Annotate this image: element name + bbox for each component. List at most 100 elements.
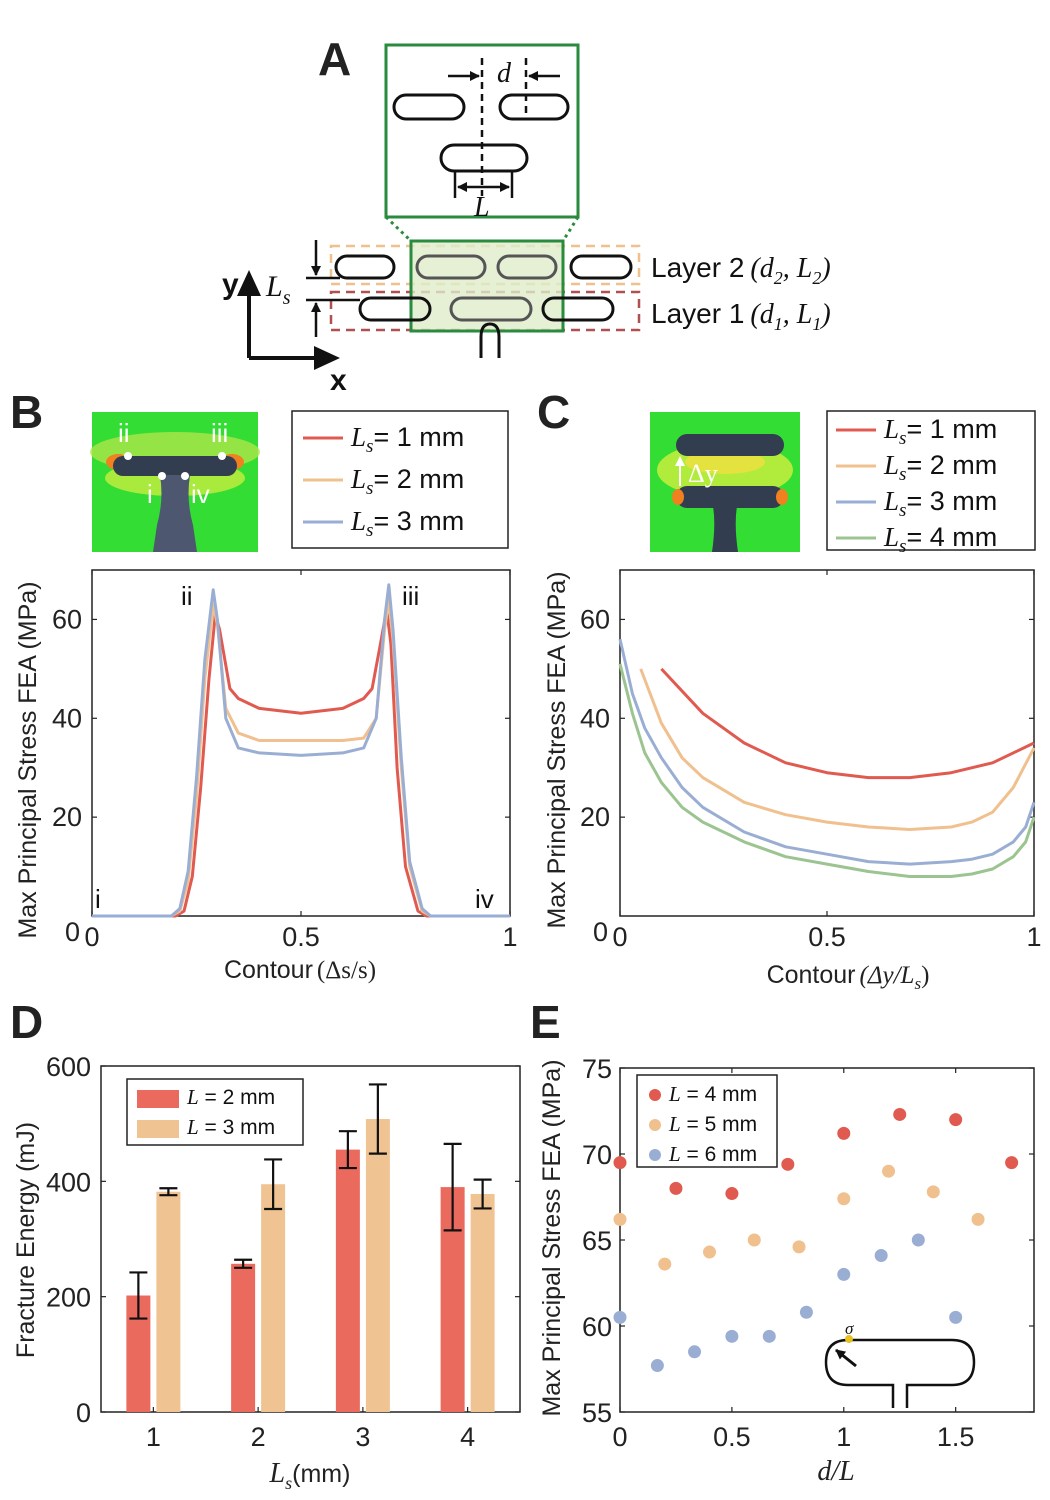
e-legend-item-3: L = 6 mm	[649, 1142, 757, 1166]
c-legend-item-4: Ls= 4 mm	[836, 522, 997, 557]
c-legend-item-2-label: Ls= 2 mm	[883, 450, 997, 485]
c-series-line-3	[618, 638, 1036, 866]
c-ytick-label: 60	[580, 604, 610, 634]
b-ytick-label: 40	[52, 703, 82, 733]
d-bar-2-2	[261, 1184, 286, 1412]
e-legend-item-1: L = 4 mm	[649, 1082, 757, 1106]
d-legend-item-2-swatch	[137, 1120, 179, 1138]
e-point-1-6	[893, 1107, 907, 1121]
d-errorbar-1-1	[129, 1271, 148, 1320]
c-legend-item-2: Ls= 2 mm	[836, 450, 997, 485]
d-bar-1-3	[335, 1149, 360, 1412]
c-inset-label: Δy	[688, 459, 718, 488]
c-legend-item-3-label: Ls= 3 mm	[883, 486, 997, 521]
e-point-3-9	[911, 1233, 925, 1247]
b-series-line-1	[92, 608, 510, 918]
e-xlabel: d/L	[817, 1456, 854, 1487]
c-series-line-2	[639, 668, 1036, 831]
e-point-1-1	[613, 1156, 627, 1170]
e-xtick-label: 1.5	[937, 1422, 975, 1452]
e-point-2-7	[882, 1164, 896, 1178]
b-series-line-3	[92, 583, 510, 918]
layer-pores	[334, 254, 633, 322]
e-point-3-6	[799, 1305, 813, 1319]
d-legend: L = 2 mm L = 3 mm	[126, 1078, 304, 1146]
b-legend-item-3: Ls= 3 mm	[303, 506, 464, 541]
d-bar-2-3	[365, 1119, 390, 1412]
e-point-2-8	[926, 1185, 940, 1199]
zoom-annotations	[448, 58, 560, 198]
xy-axes	[237, 270, 340, 370]
b-peak-label-iii: iii	[402, 581, 419, 611]
d-xtick-label: 4	[460, 1422, 475, 1452]
e-point-2-4	[747, 1233, 761, 1247]
d-errorbar-2-2	[264, 1158, 283, 1211]
e-xtick-label: 1	[836, 1422, 851, 1452]
e-legend-item-2-label: L = 5 mm	[668, 1112, 757, 1136]
c-legend-item-4-label: Ls= 4 mm	[883, 522, 997, 557]
e-ytick-label: 55	[582, 1398, 612, 1428]
c-xtick-label: 0.5	[808, 922, 846, 952]
layer-2-label: Layer 2 (d2, L2)	[651, 252, 831, 288]
e-legend: L = 4 mm L = 5 mm L = 6 mm	[636, 1074, 778, 1168]
d-xtick-label: 1	[146, 1422, 161, 1452]
e-legend-item-2-swatch	[649, 1119, 661, 1131]
inset-label-i: i	[147, 479, 153, 509]
d-ylabel: Fracture Energy (mJ)	[12, 1122, 40, 1358]
e-point-3-3	[688, 1345, 702, 1359]
b-contour-inset: ii iii i iv	[90, 412, 260, 552]
zoom-pores	[392, 93, 570, 173]
e-ytick-label: 75	[582, 1054, 612, 1084]
c-xtick-label: 1	[1026, 922, 1041, 952]
ls-label: Ls	[265, 270, 291, 309]
c-legend-item-1-label: Ls= 1 mm	[883, 414, 997, 449]
e-point-1-2	[669, 1181, 683, 1195]
d-ytick-label: 0	[76, 1398, 91, 1428]
d-ytick-label: 200	[46, 1283, 91, 1313]
d-errorbar-2-3	[368, 1083, 387, 1155]
d-errorbar-2-1	[159, 1187, 178, 1197]
inset-label-iii: iii	[211, 418, 228, 448]
d-errorbar-1-4	[443, 1142, 462, 1232]
b-xtick-label: 1	[502, 922, 517, 952]
e-ytick-label: 70	[582, 1140, 612, 1170]
b-peak-label-ii: ii	[181, 581, 193, 611]
e-point-1-7	[949, 1113, 963, 1127]
e-point-3-1	[613, 1310, 627, 1324]
c-legend-item-3: Ls= 3 mm	[836, 486, 997, 521]
b-xtick-label: 0	[84, 922, 99, 952]
e-point-2-2	[658, 1257, 672, 1271]
b-legend: Ls= 1 mm Ls= 2 mm Ls= 3 mm	[291, 410, 509, 549]
e-point-3-2	[650, 1359, 664, 1373]
d-errorbar-1-2	[234, 1258, 253, 1269]
c-series-line-4	[618, 663, 1036, 878]
c-plot-area	[619, 569, 1035, 917]
d-legend-item-2: L = 3 mm	[137, 1115, 275, 1139]
inset-label-ii: ii	[118, 418, 130, 448]
c-ylabel: Max Principal Stress FEA (MPa)	[543, 571, 571, 928]
e-ytick-label: 65	[582, 1226, 612, 1256]
e-point-2-1	[613, 1212, 627, 1226]
ls-dimension	[306, 240, 360, 337]
b-legend-item-1-label: Ls= 1 mm	[350, 422, 464, 457]
c-origin-label: 0	[593, 917, 608, 947]
x-axis-label: x	[330, 364, 347, 397]
e-point-3-5	[762, 1329, 776, 1343]
c-xtick-label: 0	[612, 922, 627, 952]
d-bar-2-1	[156, 1191, 181, 1412]
e-point-2-5	[792, 1240, 806, 1254]
panel-d: D 0 200 400 600 1 2 3 4 L = 2 mm L = 3 mm Ls(mm)…	[10, 996, 521, 1493]
y-axis-label: y	[222, 268, 239, 301]
c-legend-item-1: Ls= 1 mm	[836, 414, 997, 449]
d-errorbar-2-4	[473, 1178, 492, 1210]
b-legend-item-2-label: Ls= 2 mm	[350, 464, 464, 499]
panel-label-d: D	[10, 996, 43, 1048]
e-point-3-8	[874, 1248, 888, 1262]
d-legend-item-1-label: L = 2 mm	[186, 1085, 275, 1109]
e-sigma-label: σ	[845, 1319, 854, 1338]
b-plot-area	[91, 569, 511, 917]
b-legend-item-2: Ls= 2 mm	[303, 464, 464, 499]
